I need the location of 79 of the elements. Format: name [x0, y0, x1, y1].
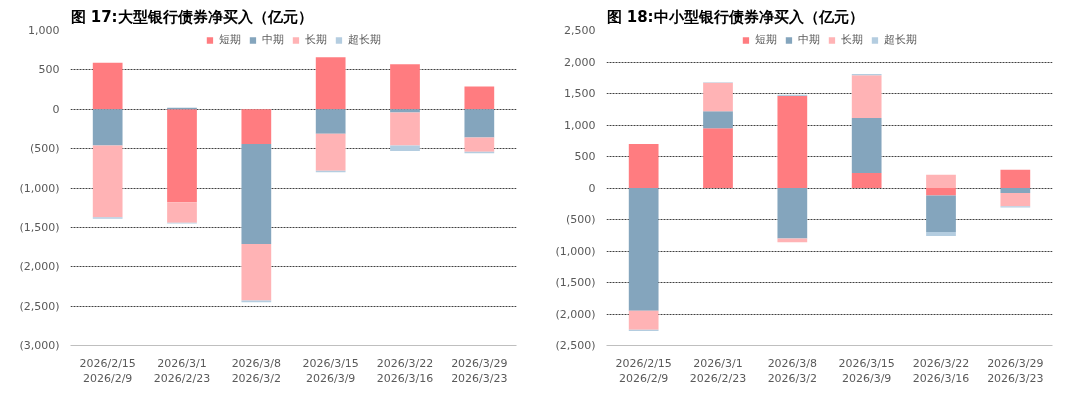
x-tick-label: 2026/3/1 2026/2/23 [689, 356, 747, 386]
y-tick-label: 2,000 [564, 55, 596, 69]
x-tick-label: 2026/3/29 2026/3/23 [451, 356, 508, 386]
y-tick-label: 1,500 [564, 87, 596, 100]
y-tick-label: (2,000) [555, 307, 596, 321]
legend-label: 中期 [261, 32, 284, 47]
bar [241, 143, 272, 244]
x-tick-label: 2026/3/15 2026/3/9 [302, 356, 359, 386]
bar [926, 232, 956, 236]
y-tick-label: (3,000) [19, 339, 60, 352]
bar [851, 172, 882, 188]
y-tick-label: 500 [38, 63, 60, 77]
y-tick-label: (2,500) [555, 339, 596, 352]
bar [703, 82, 733, 112]
bar [390, 109, 420, 113]
y-tick-label: 1,000 [28, 24, 60, 37]
y-tick-label: (1,000) [19, 181, 60, 195]
bar [703, 111, 733, 129]
x-tick-label: 2026/3/22 2026/3/16 [376, 356, 434, 386]
bar [241, 109, 272, 144]
y-tick-label: 2,500 [564, 24, 596, 37]
bar [926, 188, 956, 196]
chart-title: 图 18:中小型银行债券净买入（亿元） [606, 7, 864, 26]
bar [241, 243, 272, 301]
y-tick-label: (500) [29, 142, 60, 156]
bar [92, 109, 123, 146]
legend-label: 短期 [754, 32, 777, 47]
bar [390, 145, 420, 151]
y-tick-label: (1,000) [555, 244, 596, 258]
bar [851, 75, 882, 119]
bar [926, 195, 956, 233]
y-tick-label: 1,000 [564, 118, 596, 132]
y-tick-label: 0 [588, 181, 596, 195]
bar [464, 137, 495, 152]
bar [167, 109, 197, 203]
y-tick-label: 500 [574, 150, 596, 163]
bar [464, 109, 495, 138]
y-tick-label: (500) [565, 213, 596, 226]
bar [777, 238, 808, 243]
legend-label: 超长期 [883, 32, 917, 47]
bar [926, 174, 956, 188]
bar [628, 188, 659, 311]
legend-label: 短期 [218, 32, 241, 47]
y-tick-label: (2,000) [19, 260, 60, 274]
bar [390, 64, 420, 110]
x-tick-label: 2026/3/8 2026/3/2 [767, 356, 818, 386]
bar [315, 133, 346, 171]
x-tick-label: 2026/3/15 2026/3/9 [838, 356, 895, 386]
legend-label: 长期 [304, 32, 327, 47]
bar [777, 96, 808, 188]
bar [1000, 188, 1031, 194]
bar [92, 62, 123, 110]
chart-title: 图 17:大型银行债券净买入（亿元） [70, 7, 313, 26]
bar [777, 188, 808, 239]
y-tick-label: 0 [52, 102, 60, 116]
bar [315, 109, 346, 134]
legend-label: 中期 [797, 32, 820, 47]
bar [315, 57, 346, 110]
bar [464, 86, 495, 110]
bar [1000, 193, 1031, 207]
x-tick-label: 2026/3/1 2026/2/23 [153, 356, 211, 386]
bar [167, 202, 197, 223]
x-tick-label: 2026/3/22 2026/3/16 [912, 356, 970, 386]
x-tick-label: 2026/3/8 2026/3/2 [231, 356, 282, 386]
bar [92, 145, 123, 218]
bar [1000, 169, 1031, 188]
y-tick-label: (1,500) [555, 276, 596, 289]
legend-label: 超长期 [347, 32, 381, 47]
x-tick-label: 2026/2/15 2026/2/9 [79, 356, 136, 386]
bar [851, 118, 882, 173]
bar [703, 128, 733, 188]
y-tick-label: (1,500) [19, 220, 60, 234]
bar [628, 310, 659, 330]
bar [628, 143, 659, 188]
x-tick-label: 2026/2/15 2026/2/9 [615, 356, 672, 386]
bar [390, 112, 420, 146]
legend-label: 长期 [840, 32, 863, 47]
x-tick-label: 2026/3/29 2026/3/23 [987, 356, 1044, 386]
y-tick-label: (2,500) [19, 299, 60, 313]
